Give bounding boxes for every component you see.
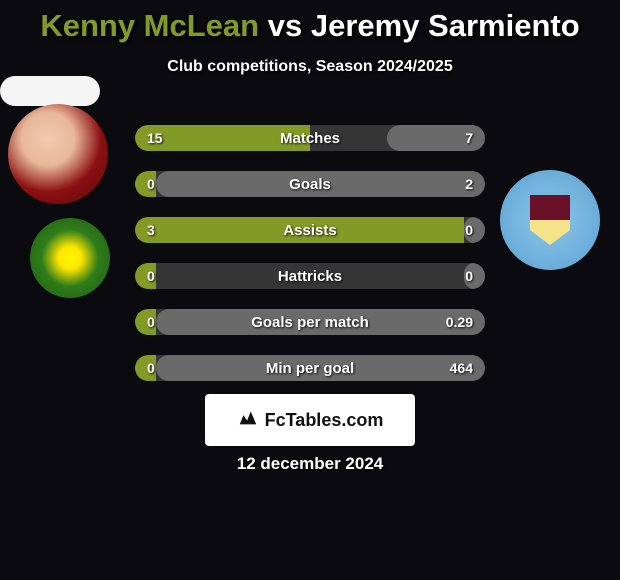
player2-avatar (0, 76, 100, 106)
stat-row: 157Matches (135, 125, 485, 151)
snapshot-date: 12 december 2024 (0, 454, 620, 474)
stat-row: 30Assists (135, 217, 485, 243)
soccer-icon (237, 406, 259, 434)
stat-value-right: 0 (465, 217, 473, 243)
player1-club-crest (30, 218, 110, 298)
stat-fill-right (156, 309, 485, 335)
stats-container: 157Matches02Goals30Assists00Hattricks00.… (135, 125, 485, 401)
stat-value-right: 0 (465, 263, 473, 289)
player1-name: Kenny McLean (40, 8, 259, 43)
stat-value-left: 3 (147, 217, 155, 243)
stat-fill-right (156, 171, 485, 197)
stat-value-right: 7 (465, 125, 473, 151)
stat-value-right: 2 (465, 171, 473, 197)
stat-value-left: 15 (147, 125, 163, 151)
stat-value-left: 0 (147, 263, 155, 289)
branding-text: FcTables.com (265, 410, 384, 431)
stat-row: 02Goals (135, 171, 485, 197)
stat-value-left: 0 (147, 355, 155, 381)
stat-value-right: 464 (450, 355, 473, 381)
stat-value-right: 0.29 (446, 309, 473, 335)
comparison-title: Kenny McLean vs Jeremy Sarmiento (0, 0, 620, 44)
stat-row: 0 0Hattricks (135, 263, 485, 289)
branding-badge: FcTables.com (205, 394, 415, 446)
stat-value-left: 0 (147, 171, 155, 197)
subtitle: Club competitions, Season 2024/2025 (0, 58, 620, 76)
player1-avatar (8, 104, 108, 204)
stat-row: 0464Min per goal (135, 355, 485, 381)
stat-label: Hattricks (135, 263, 485, 289)
player2-club-crest (500, 170, 600, 270)
stat-fill-right (156, 355, 485, 381)
player2-name: Jeremy Sarmiento (311, 8, 580, 43)
stat-row: 00.29Goals per match (135, 309, 485, 335)
stat-value-left: 0 (147, 309, 155, 335)
stat-fill-left (135, 217, 464, 243)
vs-separator: vs (268, 8, 302, 43)
